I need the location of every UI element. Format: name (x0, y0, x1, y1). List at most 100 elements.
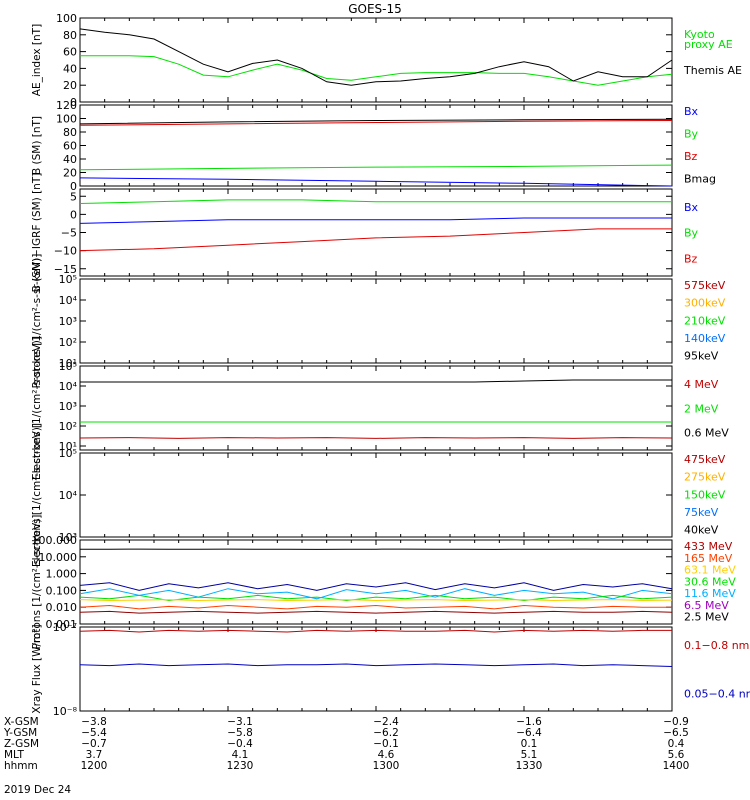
y-tick-label: 40 (63, 62, 77, 75)
ephemeris-value: −0.9 (663, 716, 689, 728)
y-axis-label: Protons [1/(cm²-s-sr-keV)] (31, 515, 43, 650)
y-tick-label: 100 (56, 12, 77, 25)
legend-label: 4 MeV (684, 378, 719, 391)
series-bmag (79, 118, 673, 125)
y-tick-label: 0 (70, 208, 77, 221)
legend-label: Bz (684, 252, 698, 265)
legend-label: 475keV (684, 453, 726, 466)
legend-label: 575keV (684, 279, 726, 292)
date-label: 2019 Dec 24 (4, 784, 72, 796)
y-axis-label: Electrons [1/(cm²-s-sr-keV)] (31, 423, 43, 567)
ephemeris-value: 4.6 (377, 749, 395, 761)
y-tick-label: 5 (70, 190, 77, 203)
y-tick-label: 10³ (59, 315, 77, 328)
legend-label: 300keV (684, 297, 726, 310)
y-tick-label: 10² (59, 420, 77, 433)
y-tick-label: −10 (54, 245, 77, 258)
y-tick-label: 80 (63, 29, 77, 42)
series-by (79, 164, 673, 171)
series-0-1-0-8-nm (79, 629, 672, 633)
panel-6: 10³ 10⁴ 10⁵ Electrons [1/(cm²-s-sr-keV)] 475… (31, 423, 726, 567)
ephemeris-value: 1300 (372, 760, 400, 772)
panel-frame (79, 452, 673, 538)
y-tick-label: 0.100 (46, 584, 78, 597)
y-tick-label: 10⁴ (59, 380, 78, 393)
series-bz (79, 120, 673, 126)
series-themis-ae (79, 28, 673, 86)
y-tick-label: 10⁻⁸ (53, 705, 78, 718)
ephemeris-label: Y-GSM (4, 727, 38, 739)
y-tick-label: 10⁻⁷ (53, 621, 77, 634)
ephemeris-value: −3.8 (81, 716, 107, 728)
panel-frame (79, 626, 673, 712)
legend-label: 0.6 MeV (684, 427, 729, 440)
y-tick-label: 80 (63, 126, 77, 139)
ephemeris-label: Z-GSM (4, 738, 40, 750)
panel-frame (79, 539, 673, 625)
y-tick-label: 100 (56, 113, 77, 126)
panel-frame (79, 365, 673, 451)
ephemeris-value: 1400 (662, 760, 690, 772)
ephemeris-value: 0.4 (667, 738, 685, 750)
y-tick-label: 60 (63, 140, 77, 153)
ephemeris-value: −2.4 (373, 716, 399, 728)
y-tick-label: 10³ (59, 531, 77, 544)
y-tick-label: 20 (63, 167, 77, 180)
y-tick-label: 60 (63, 46, 77, 59)
series-30-6-mev (79, 594, 673, 602)
y-tick-label: 0.001 (46, 618, 78, 631)
legend-label: 140keV (684, 332, 726, 345)
ephemeris-value: −3.1 (227, 716, 253, 728)
y-tick-label: −15 (54, 263, 77, 276)
series-0-05-0-4-nm (79, 663, 673, 667)
series-by (79, 199, 672, 204)
y-tick-label: 10⁴ (59, 489, 78, 502)
y-axis-label: Electrons [1/(cm²-s-sr-keV)] (31, 336, 43, 480)
legend-label: proxy AE (684, 38, 733, 51)
y-tick-label: 10⁵ (59, 360, 77, 373)
y-tick-label: 10¹ (59, 357, 77, 370)
ephemeris-value: −0.4 (227, 738, 253, 750)
panel-frame (79, 17, 673, 103)
y-axis-label: B (SM) [nT] (31, 116, 43, 175)
panel-8: 10⁻⁸ 10⁻⁷ Xray Flux [W/m²] 0.1−0.8 nm 0.05−0… (31, 621, 750, 718)
y-tick-label: 10⁵ (59, 273, 77, 286)
y-tick-label: 0 (70, 96, 77, 109)
series-bx (79, 177, 673, 187)
y-tick-label: 10.000 (39, 551, 78, 564)
y-tick-label: 1.000 (46, 568, 78, 581)
legend-label: Themis AE (683, 64, 742, 77)
legend-label: 63.1 MeV (684, 564, 736, 577)
series-2-5-mev (79, 610, 673, 614)
legend-label: By (684, 227, 699, 240)
legend-label: Kyoto (684, 28, 715, 41)
legend-label: Bz (684, 150, 698, 163)
legend-label: 210keV (684, 314, 726, 327)
series-6-5-mev (79, 582, 673, 591)
y-axis-label: Xray Flux [W/m²] (31, 624, 43, 713)
ephemeris-value: 1230 (226, 760, 254, 772)
y-tick-label: 10³ (59, 400, 77, 413)
series-bx (79, 217, 672, 224)
y-tick-label: 20 (63, 79, 77, 92)
ephemeris-value: 3.7 (85, 749, 103, 761)
series-0-6-mev (80, 379, 672, 383)
legend-label: 0.1−0.8 nm (684, 639, 749, 652)
y-tick-label: 40 (63, 153, 77, 166)
ephemeris-value: −6.4 (516, 727, 542, 739)
legend-label: By (684, 128, 699, 141)
panel-5: 10¹ 10² 10³ 10⁴ 10⁵ Electrons [1/(cm²-s-sr-ke… (31, 336, 729, 480)
y-tick-label: 10² (59, 336, 77, 349)
legend-label: 11.6 MeV (684, 587, 736, 600)
ephemeris-label: X-GSM (4, 716, 39, 728)
legend-label: 150keV (684, 488, 726, 501)
y-tick-label: 0 (70, 180, 77, 193)
panel-7: 0.001 0.010 0.100 1.000 10.000 100.000Protons… (31, 515, 736, 650)
legend-label: 2.5 MeV (684, 611, 729, 624)
legend-label: 0.05−0.4 nm (684, 688, 750, 701)
series-4-mev (79, 437, 673, 439)
series-11-6-mev (79, 588, 673, 600)
